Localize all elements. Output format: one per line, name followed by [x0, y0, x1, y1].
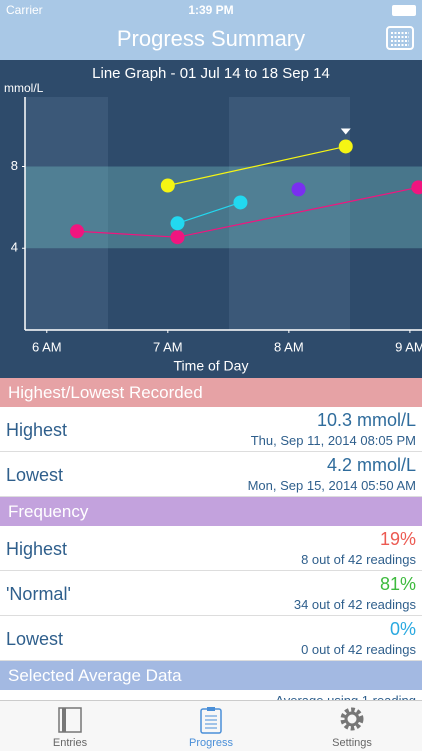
summary-row: Highest 19% 8 out of 42 readings [0, 526, 422, 571]
section-header: Frequency [0, 497, 422, 526]
row-label: Highest [6, 420, 68, 440]
row-value: 10.3 mmol/L [316, 410, 416, 430]
data-point [170, 216, 185, 231]
x-tick-label: 8 AM [274, 339, 304, 354]
data-point [233, 195, 248, 210]
summary-row: Lowest 0% 0 out of 42 readings [0, 616, 422, 661]
row-label: Highest [6, 539, 68, 559]
row-value: 81% [379, 574, 416, 594]
keyboard-button[interactable] [386, 26, 414, 50]
section-header: Selected Average Data [0, 661, 422, 690]
row-label: 'Normal' [6, 584, 71, 604]
row-value: 0% [389, 619, 416, 639]
data-point [411, 180, 422, 195]
y-axis-label: mmol/L [4, 81, 44, 95]
data-point [70, 224, 85, 239]
y-tick-label: 8 [11, 158, 18, 173]
settings-icon [340, 707, 364, 731]
chart-title: Line Graph - 01 Jul 14 to 18 Sep 14 [92, 65, 330, 82]
max-marker [340, 128, 351, 135]
row-label: Lowest [6, 465, 64, 485]
tab-label[interactable]: Settings [332, 737, 372, 749]
x-tick-label: 6 AM [32, 339, 62, 354]
tab-label[interactable]: Entries [52, 737, 88, 749]
series-line [177, 201, 241, 224]
battery [392, 5, 416, 16]
target-range [25, 166, 422, 249]
data-point [170, 230, 185, 245]
data-point [338, 139, 353, 154]
data-point [291, 182, 306, 197]
x-axis-label: Time of Day [174, 358, 249, 374]
y-tick-label: 4 [11, 240, 18, 255]
summary-row: Lowest 4.2 mmol/L Mon, Sep 15, 2014 05:50 … [0, 452, 422, 497]
x-tick-label: 9 AM [395, 339, 422, 354]
tab-label[interactable]: Progress [188, 737, 234, 749]
carrier: Carrier [6, 3, 43, 17]
row-detail: 34 out of 42 readings [293, 597, 416, 612]
section-header: Highest/Lowest Recorded [0, 378, 422, 407]
row-value: 19% [379, 529, 416, 549]
row-detail: 8 out of 42 readings [301, 552, 416, 567]
row-label: Lowest [6, 629, 64, 649]
row-value: 4.2 mmol/L [326, 455, 416, 475]
plot [70, 128, 422, 245]
progress-icon [200, 707, 222, 734]
summary-row: Highest 10.3 mmol/L Thu, Sep 11, 2014 08:0… [0, 407, 422, 452]
series-line [167, 145, 346, 187]
entries-icon [58, 707, 82, 733]
clock: 1:39 PM [188, 3, 234, 17]
summary-row: 'Normal' 81% 34 out of 42 readings [0, 571, 422, 616]
data-point [160, 178, 175, 193]
tab-bar: Entries Progress Settings [0, 700, 422, 751]
row-detail: Thu, Sep 11, 2014 08:05 PM [250, 433, 416, 448]
row-detail: Mon, Sep 15, 2014 05:50 AM [247, 478, 416, 493]
screen-title: Progress Summary [116, 26, 306, 51]
row-detail: 0 out of 42 readings [301, 642, 416, 657]
chart: Line Graph - 01 Jul 14 to 18 Sep 14 mmol… [0, 60, 422, 378]
x-tick-label: 7 AM [153, 339, 183, 354]
header-bar: Carrier 1:39 PM Progress Summary [0, 0, 422, 60]
